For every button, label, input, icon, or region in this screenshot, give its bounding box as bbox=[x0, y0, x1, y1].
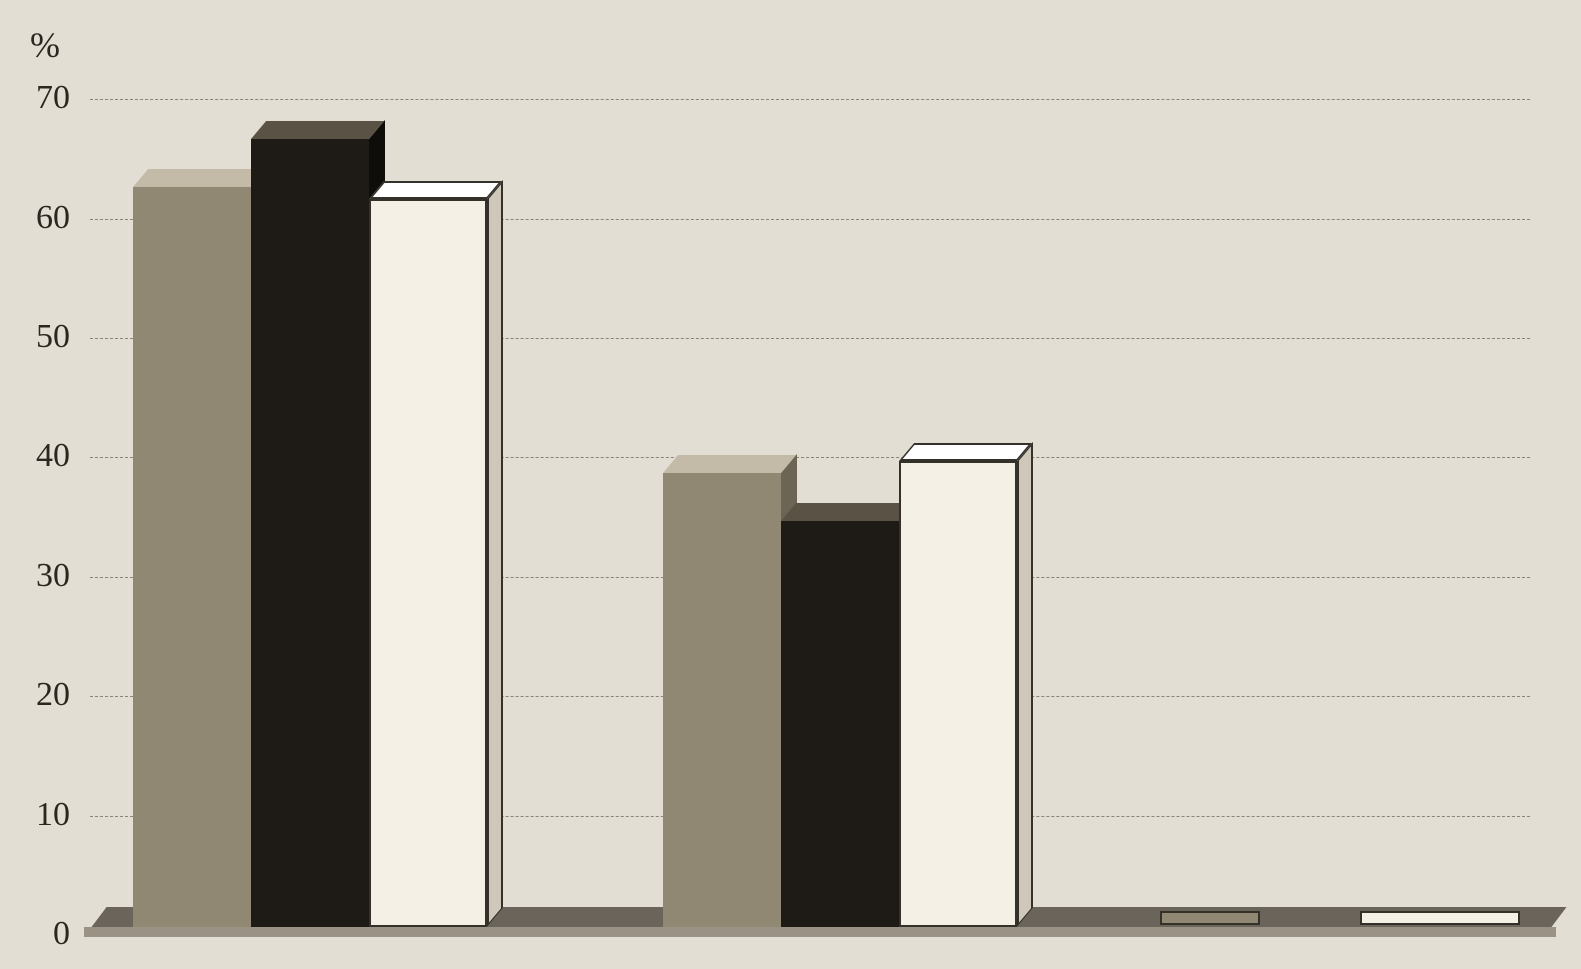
chart-stage: % 010203040506070 bbox=[0, 0, 1581, 969]
bar-front bbox=[251, 139, 369, 927]
bar-top bbox=[781, 503, 914, 521]
bar-front bbox=[663, 473, 781, 927]
bar bbox=[133, 187, 251, 927]
bar-top bbox=[369, 181, 502, 199]
bar-side bbox=[487, 180, 503, 927]
plot-area bbox=[0, 27, 1581, 927]
bar bbox=[899, 461, 1017, 927]
bar bbox=[663, 473, 781, 927]
bar-top bbox=[251, 121, 384, 139]
bar-side bbox=[1017, 442, 1033, 927]
bar bbox=[781, 521, 899, 927]
bar-top bbox=[663, 455, 796, 473]
bar-front bbox=[133, 187, 251, 927]
floor-front bbox=[84, 927, 1556, 937]
bar-front bbox=[899, 461, 1017, 927]
bar bbox=[369, 199, 487, 927]
bar-flat bbox=[1360, 911, 1520, 925]
bar-front bbox=[781, 521, 899, 927]
bar-front bbox=[369, 199, 487, 927]
bar bbox=[251, 139, 369, 927]
bar-top bbox=[133, 169, 266, 187]
bar-top bbox=[899, 443, 1032, 461]
bar-flat bbox=[1160, 911, 1260, 925]
